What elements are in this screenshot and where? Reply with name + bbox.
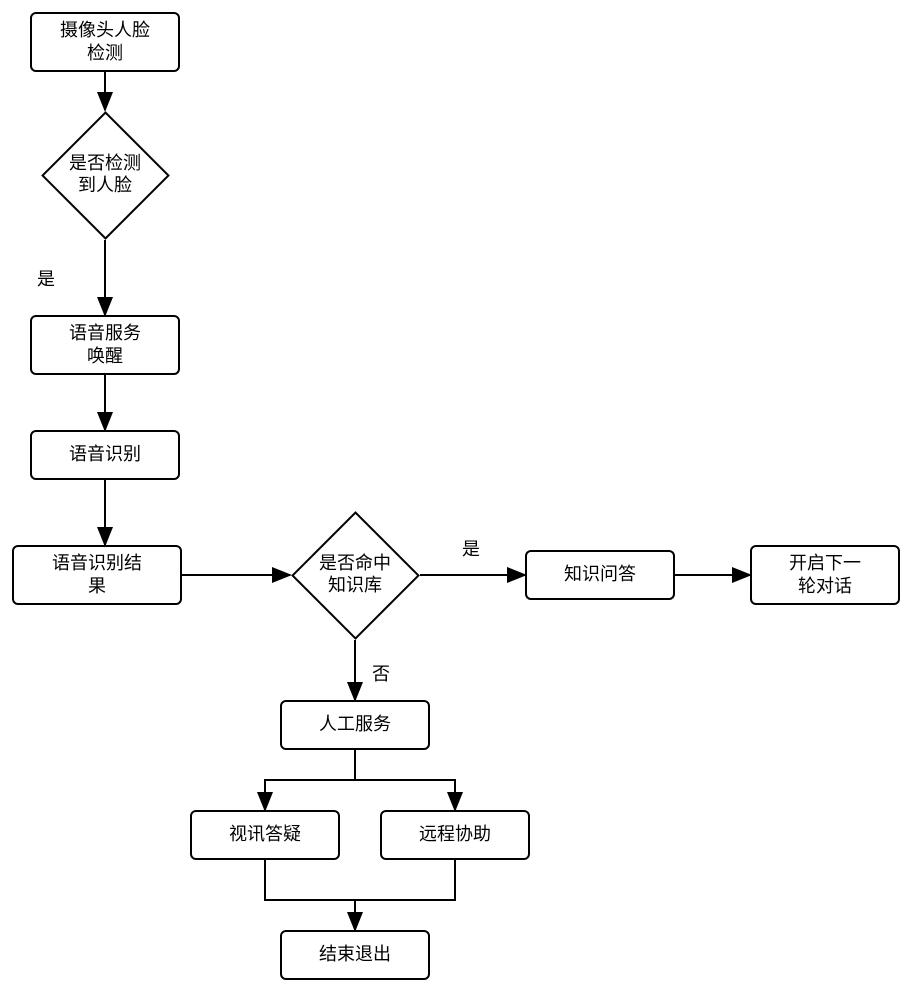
edge-label-5: 是 bbox=[460, 535, 482, 561]
edge-10 bbox=[265, 860, 355, 930]
node-n12: 结束退出 bbox=[280, 930, 430, 980]
node-n10: 视讯答疑 bbox=[190, 810, 340, 860]
node-n5: 语音识别结 果 bbox=[12, 545, 182, 605]
node-n2: 是否检测 到人脸 bbox=[40, 110, 170, 240]
node-n8: 开启下一 轮对话 bbox=[750, 545, 900, 605]
edge-9 bbox=[355, 780, 455, 810]
edge-8 bbox=[265, 750, 355, 810]
edge-11 bbox=[355, 860, 455, 900]
node-n6: 是否命中 知识库 bbox=[290, 510, 420, 640]
node-n1: 摄像头人脸 检测 bbox=[30, 12, 180, 72]
node-n9: 人工服务 bbox=[280, 700, 430, 750]
node-n11: 远程协助 bbox=[380, 810, 530, 860]
edge-label-7: 否 bbox=[370, 660, 392, 686]
node-n7: 知识问答 bbox=[525, 550, 675, 600]
edge-label-1: 是 bbox=[35, 265, 57, 291]
node-n4: 语音识别 bbox=[30, 430, 180, 480]
node-n3: 语音服务 唤醒 bbox=[30, 315, 180, 375]
